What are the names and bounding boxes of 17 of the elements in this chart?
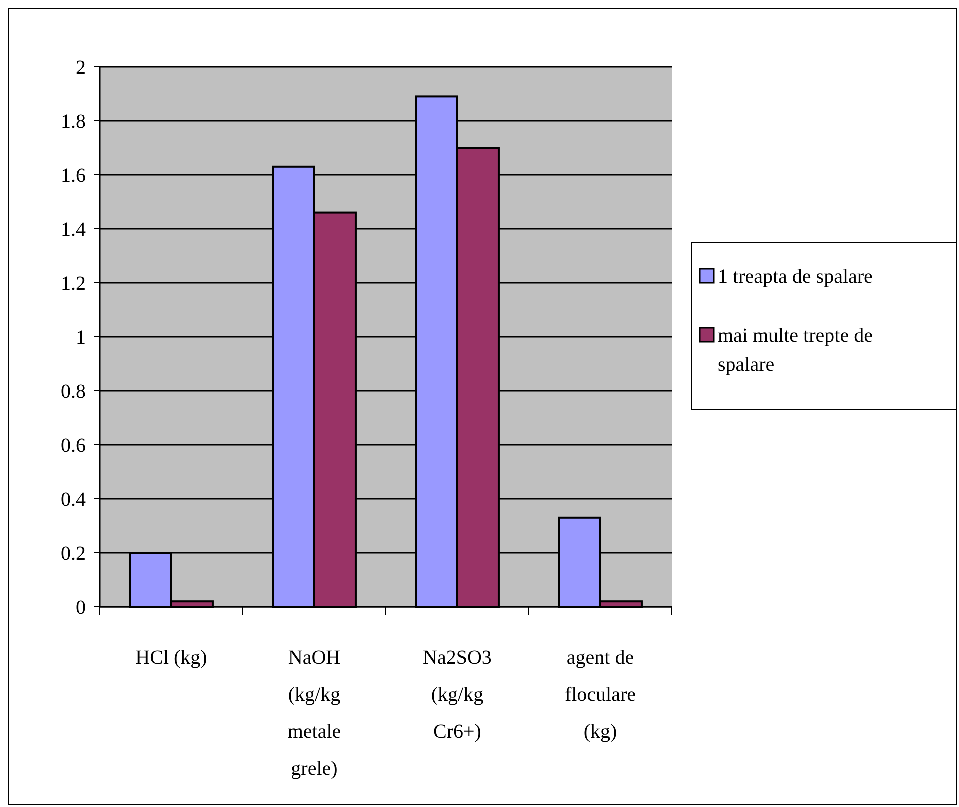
x-tick-label: NaOH (kg/kg metale grele)	[288, 647, 342, 780]
x-tick-label: agent de floculare (kg)	[564, 647, 636, 743]
y-tick-label: 1.2	[61, 273, 86, 295]
legend-label: 1 treapta de spalare	[718, 266, 874, 288]
x-tick-label: HCl (kg)	[136, 647, 208, 669]
y-tick-label: 1.8	[61, 111, 86, 133]
y-tick-label: 1.6	[61, 165, 86, 187]
x-tick-label: Na2SO3 (kg/kg Cr6+)	[423, 647, 492, 743]
y-tick-label: 0.6	[61, 435, 86, 457]
y-tick-label: 0.4	[61, 489, 86, 511]
y-tick-label: 0.2	[61, 543, 86, 565]
legend-label: mai multe trepte de spalare	[718, 325, 874, 376]
y-tick-label: 0.8	[61, 381, 86, 403]
y-tick-label: 1.4	[61, 219, 86, 241]
y-tick-label: 2	[76, 57, 86, 79]
y-tick-label: 1	[76, 327, 86, 349]
y-tick-label: 0	[76, 597, 86, 619]
